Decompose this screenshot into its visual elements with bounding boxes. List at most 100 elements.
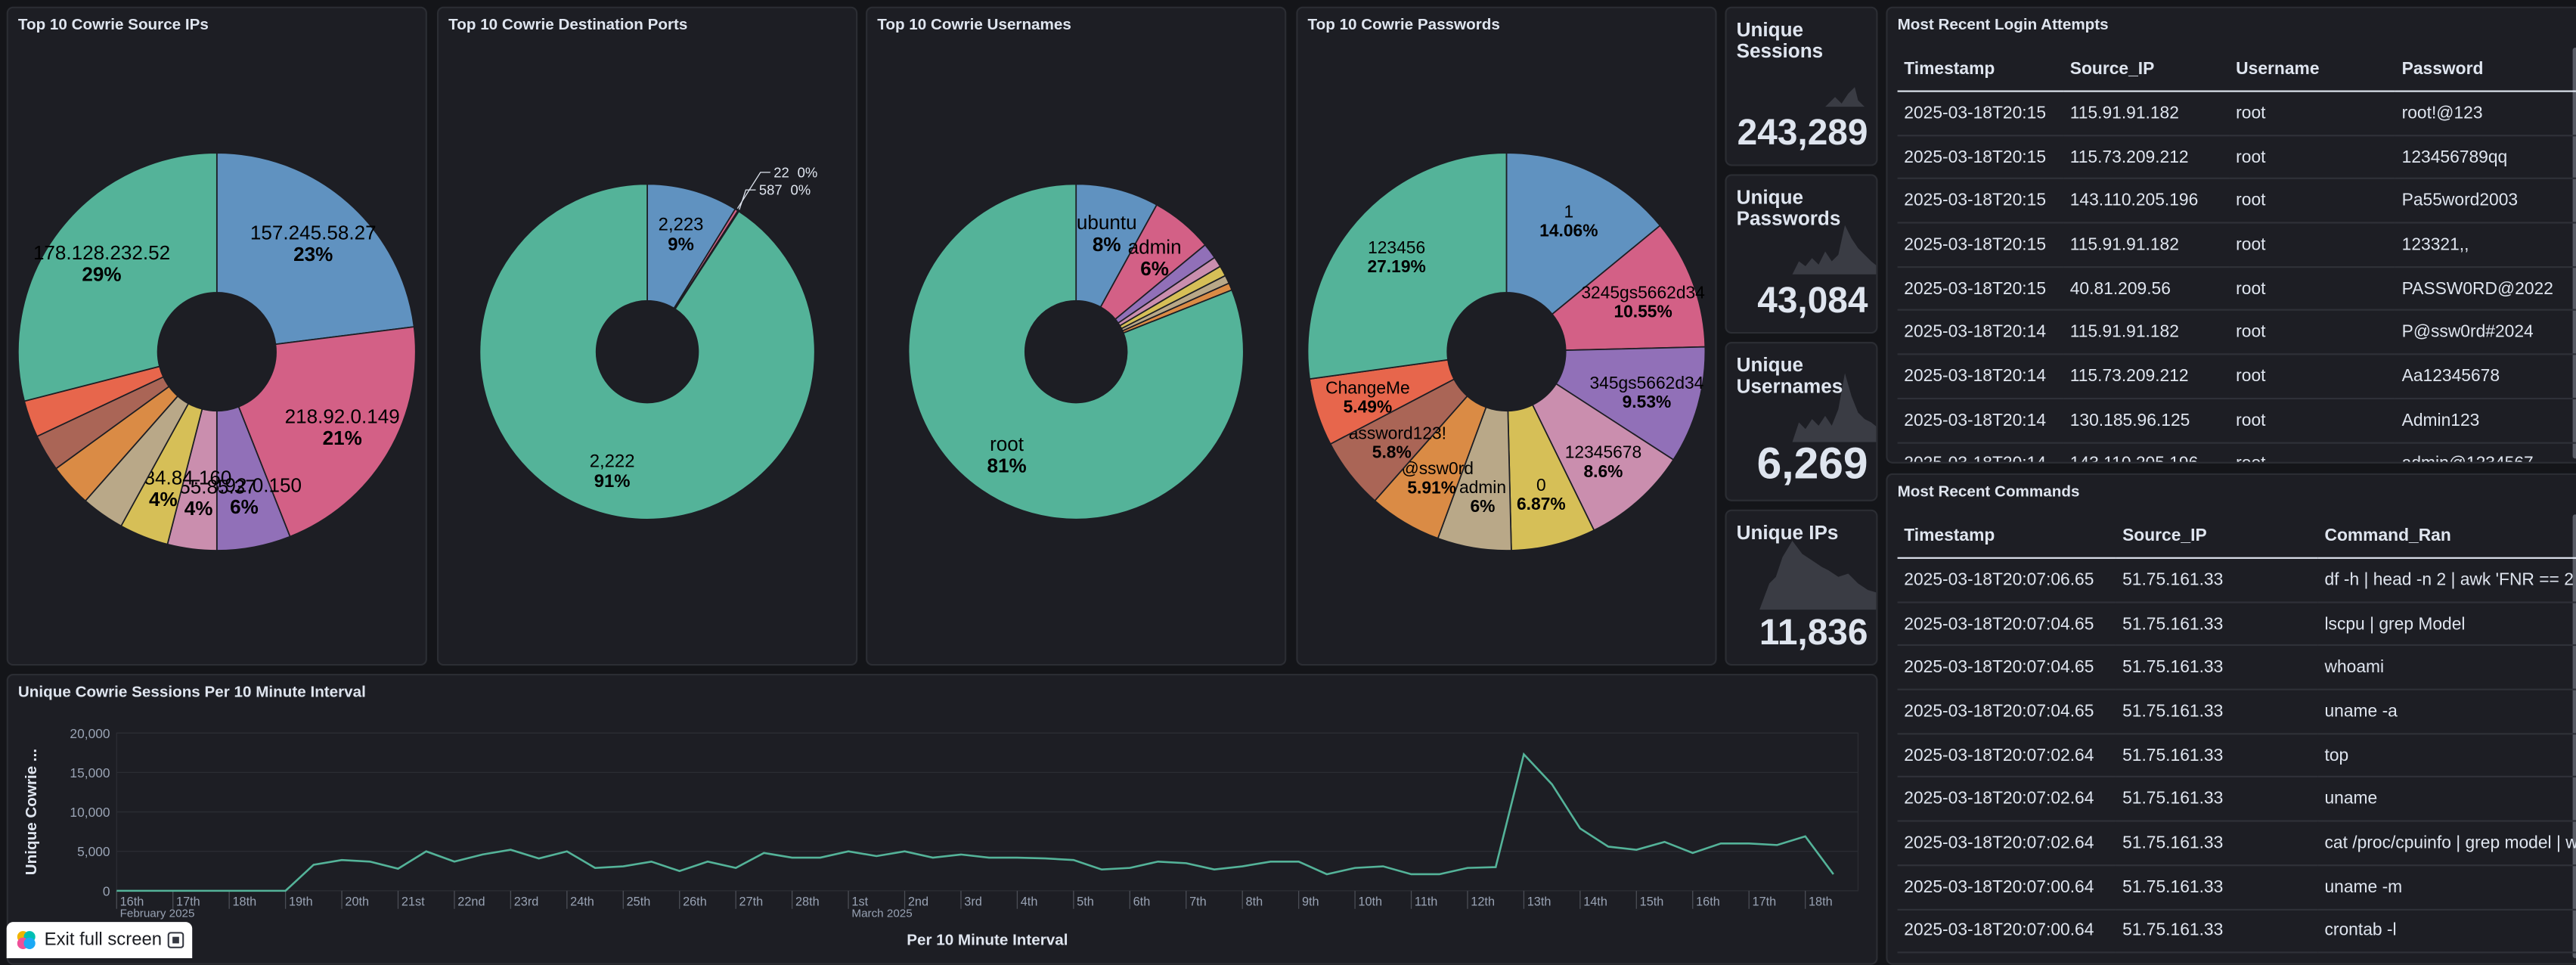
table-cell: 123456789qq bbox=[2395, 135, 2576, 180]
x-tick-label: 17th bbox=[1753, 895, 1777, 908]
slice-percent: 91% bbox=[594, 471, 631, 492]
pie-slice bbox=[1307, 152, 1508, 380]
metric-value: 43,084 bbox=[1757, 279, 1868, 321]
x-tick-label: 20th bbox=[345, 895, 369, 908]
pie-panel: ubuntu 8% admin 6% root 81% Top 10 Cowrie User… bbox=[866, 6, 1287, 666]
x-tick-label: 10th bbox=[1358, 895, 1382, 908]
x-tick-label: 23rd bbox=[514, 895, 539, 908]
y-tick-label: 20,000 bbox=[70, 726, 110, 741]
metric-tile: Unique Usernames 6,269 bbox=[1725, 342, 1878, 501]
table-panel: Most Recent Commands Timestamp Source_IP C… bbox=[1886, 473, 2576, 965]
table-row: 2025-03-18T20:15 115.91.91.182 root 123321,… bbox=[1897, 222, 2576, 268]
slice-percent: 8.6% bbox=[1583, 461, 1623, 481]
x-tick-label: 16th bbox=[1696, 895, 1720, 908]
table-cell: 51.75.161.33 bbox=[2116, 908, 2318, 954]
header-row: Timestamp Source_IP Command_Ran bbox=[1897, 514, 2576, 559]
x-tick-label: 15th bbox=[1640, 895, 1664, 908]
metric-value: 243,289 bbox=[1737, 111, 1868, 154]
table-row: 2025-03-18T20:14 115.73.209.212 root Aa1234… bbox=[1897, 354, 2576, 399]
slice-percent: 0% bbox=[798, 164, 818, 180]
y-tick-label: 5,000 bbox=[77, 844, 110, 859]
slice-category: 2,222 bbox=[590, 451, 635, 472]
table-cell: 123321,, bbox=[2395, 222, 2576, 268]
sparkline bbox=[1759, 540, 1877, 610]
slice-label: 2,222 91% bbox=[590, 451, 635, 492]
x-axis-label: Per 10 Minute Interval bbox=[907, 932, 1068, 949]
table-cell: Pa55word2003 bbox=[2395, 178, 2576, 224]
slice-percent: 10.55% bbox=[1613, 302, 1672, 321]
slice-percent: 27.19% bbox=[1367, 256, 1425, 276]
metric-value: 11,836 bbox=[1759, 611, 1868, 653]
panel-title: Most Recent Login Attempts bbox=[1897, 16, 2109, 35]
panel-title: Most Recent Commands bbox=[1897, 482, 2080, 501]
pie-slice bbox=[17, 152, 218, 402]
table-cell: 115.91.91.182 bbox=[2063, 310, 2230, 355]
table-cell: 115.73.209.212 bbox=[2063, 135, 2230, 180]
slice-percent: 6% bbox=[230, 495, 259, 518]
column-header: Source_IP bbox=[2116, 514, 2318, 559]
table-panel: Most Recent Login Attempts Timestamp Sour… bbox=[1886, 6, 2576, 464]
sparkline bbox=[1792, 225, 1877, 275]
table-cell: root bbox=[2229, 266, 2395, 312]
panel-title: Top 10 Cowrie Source IPs bbox=[17, 16, 209, 35]
x-tick-label: 26th bbox=[683, 895, 707, 908]
exit-fullscreen-button[interactable]: Exit full screen bbox=[6, 922, 193, 958]
pie-chart: ubuntu 8% admin 6%root 81% bbox=[907, 183, 1245, 520]
table-cell: 2025-03-18T20:07:00.64 bbox=[1897, 864, 2116, 910]
data-table: Timestamp Source_IP Username Password 2025-0… bbox=[1897, 48, 2576, 462]
column-header: Password bbox=[2395, 48, 2576, 92]
slice-label: 12345678 8.6% bbox=[1565, 442, 1641, 481]
slice-label: ChangeMe 5.49% bbox=[1325, 377, 1410, 416]
pie-slice bbox=[1531, 383, 1675, 532]
x-tick-label: 17th bbox=[176, 895, 200, 908]
x-tick-label: 18th bbox=[1809, 895, 1833, 908]
series-line bbox=[116, 752, 1834, 892]
slice-label: root 81% bbox=[987, 433, 1026, 477]
header-row: Timestamp Source_IP Username Password bbox=[1897, 48, 2576, 92]
x-tick-label: 22nd bbox=[457, 895, 485, 908]
table-row: 2025-03-18T20:07:02.64 51.75.161.33 top bbox=[1897, 733, 2576, 778]
slice-label: 123456 27.19% bbox=[1367, 237, 1425, 276]
slice-category: 157.245.58.27 bbox=[250, 222, 377, 244]
x-tick-label: 21st bbox=[401, 895, 425, 908]
table-cell: 2025-03-18T20:07:00.64 bbox=[1897, 908, 2116, 954]
x-tick-label: 16th bbox=[120, 895, 144, 908]
table-cell: Aa12345678 bbox=[2395, 354, 2576, 399]
table-cell: 51.75.161.33 bbox=[2116, 864, 2318, 910]
table-cell: 51.75.161.33 bbox=[2116, 689, 2318, 734]
table-cell: 51.75.161.33 bbox=[2116, 733, 2318, 778]
column-header: Command_Ran bbox=[2317, 514, 2576, 559]
table-row: 2025-03-18T20:15 115.91.91.182 root root!@1… bbox=[1897, 91, 2576, 136]
table-cell: 2025-03-18T20:07:02.64 bbox=[1897, 733, 2116, 778]
table-row: 2025-03-18T20:07:00.64 51.75.161.33 cronta… bbox=[1897, 908, 2576, 954]
table-cell: Admin123 bbox=[2395, 398, 2576, 443]
slice-percent: 9% bbox=[668, 234, 694, 255]
metric-label: Unique Usernames bbox=[1736, 353, 1843, 398]
y-tick-label: 15,000 bbox=[70, 765, 110, 780]
slice-category: root bbox=[990, 433, 1025, 455]
table-cell: P@ssw0rd#2024 bbox=[2395, 310, 2576, 355]
table-cell: PASSW0RD@2022 bbox=[2395, 266, 2576, 312]
table-cell: root!@123 bbox=[2395, 91, 2576, 136]
metric-tile: Unique IPs 11,836 bbox=[1725, 509, 1878, 666]
x-period-label: March 2025 bbox=[851, 908, 912, 920]
pie-slice bbox=[479, 183, 816, 520]
x-tick-label: 1st bbox=[851, 895, 868, 908]
table-cell: 2025-03-18T20:14 bbox=[1897, 398, 2064, 443]
metric-label: Unique IPs bbox=[1736, 520, 1839, 545]
table-cell: 143.110.205.196 bbox=[2063, 178, 2230, 224]
x-tick-label: 3rd bbox=[964, 895, 982, 908]
panel-title: Top 10 Cowrie Destination Ports bbox=[448, 16, 688, 35]
slice-label: admin 6% bbox=[1128, 236, 1182, 281]
slice-percent: 81% bbox=[987, 455, 1026, 477]
slice-category: 587 bbox=[759, 182, 783, 198]
x-tick-label: 27th bbox=[739, 895, 764, 908]
slice-label: 218.92.0.149 21% bbox=[285, 405, 400, 449]
slice-category: 345gs5662d34 bbox=[1590, 373, 1704, 393]
metric-tile: Unique Passwords 43,084 bbox=[1725, 174, 1878, 334]
slice-label: 0 6.87% bbox=[1517, 475, 1566, 514]
table-cell: root bbox=[2229, 178, 2395, 224]
table-cell: 2025-03-18T20:14 bbox=[1897, 310, 2064, 355]
table-row: 2025-03-18T20:07:04.65 51.75.161.33 uname … bbox=[1897, 689, 2576, 734]
